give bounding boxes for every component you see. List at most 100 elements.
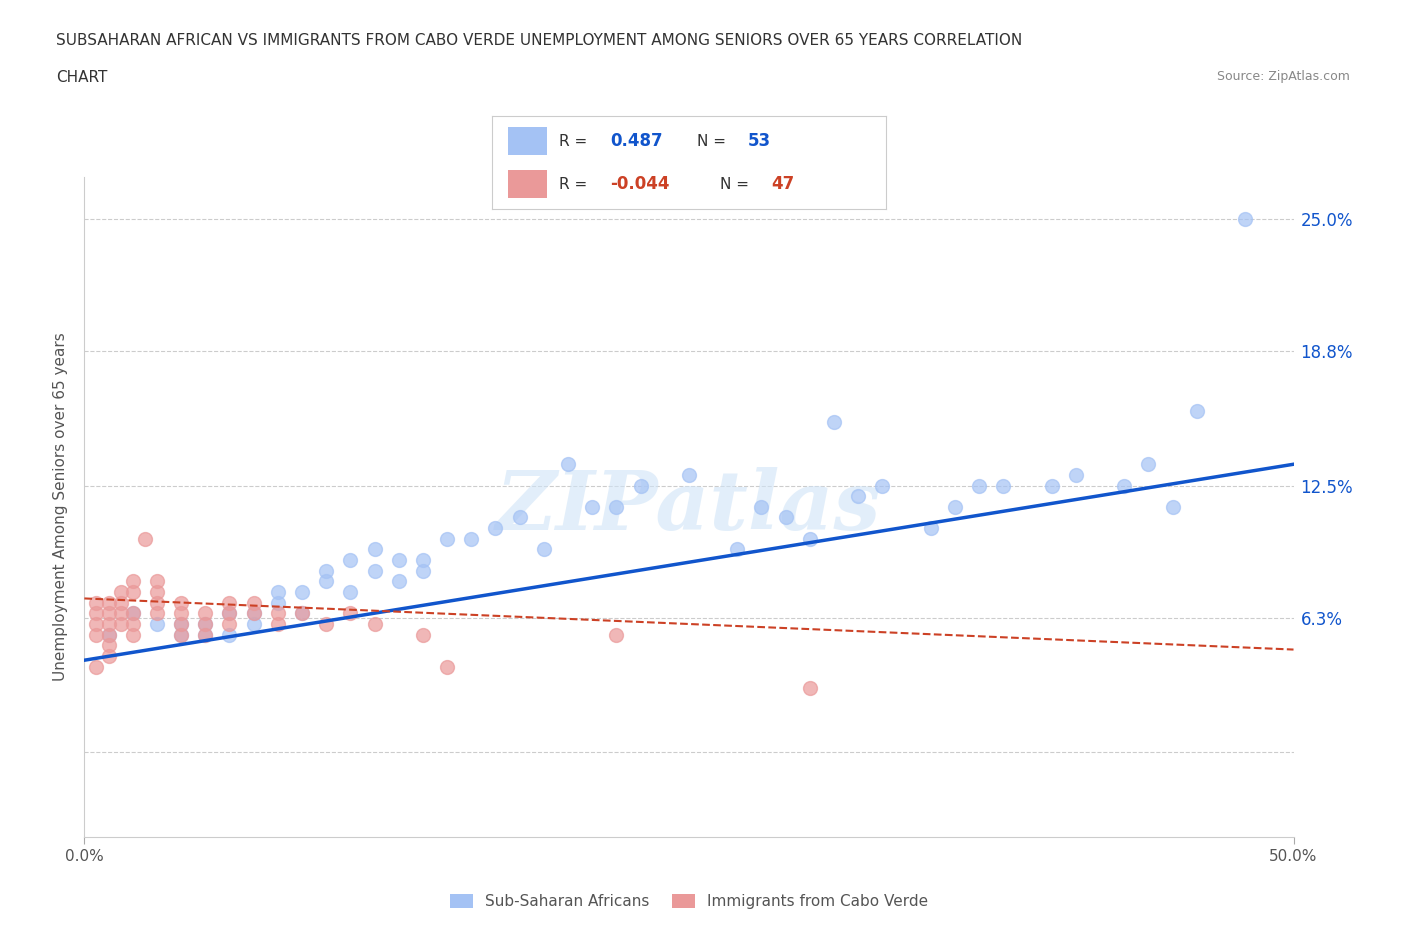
- Text: CHART: CHART: [56, 70, 108, 85]
- Point: [86, 627, 108, 642]
- Point: [846, 489, 869, 504]
- Point: [170, 617, 193, 631]
- Text: R =: R =: [560, 177, 588, 192]
- Point: [97, 617, 120, 631]
- Point: [110, 606, 132, 621]
- Text: N =: N =: [720, 177, 749, 192]
- Point: [97, 627, 120, 642]
- Point: [291, 606, 314, 621]
- Point: [97, 648, 120, 663]
- Point: [170, 595, 193, 610]
- Point: [218, 606, 240, 621]
- Point: [86, 659, 108, 674]
- Point: [121, 606, 143, 621]
- Point: [291, 606, 314, 621]
- Point: [121, 627, 143, 642]
- Point: [97, 606, 120, 621]
- Point: [1064, 468, 1087, 483]
- Text: 47: 47: [772, 175, 794, 193]
- Point: [267, 617, 290, 631]
- Point: [194, 606, 217, 621]
- Point: [533, 542, 555, 557]
- Point: [605, 499, 627, 514]
- Point: [121, 606, 143, 621]
- Point: [146, 574, 169, 589]
- Point: [194, 627, 217, 642]
- Point: [436, 659, 458, 674]
- Text: Source: ZipAtlas.com: Source: ZipAtlas.com: [1216, 70, 1350, 83]
- Point: [315, 574, 337, 589]
- Point: [412, 564, 434, 578]
- Point: [509, 510, 531, 525]
- Point: [267, 595, 290, 610]
- Point: [412, 552, 434, 567]
- Point: [581, 499, 603, 514]
- Point: [630, 478, 652, 493]
- Point: [242, 606, 264, 621]
- Point: [412, 627, 434, 642]
- Point: [146, 617, 169, 631]
- Point: [751, 499, 773, 514]
- Point: [267, 606, 290, 621]
- Point: [170, 627, 193, 642]
- Point: [315, 617, 337, 631]
- Point: [339, 552, 361, 567]
- Point: [242, 617, 264, 631]
- Legend: Sub-Saharan Africans, Immigrants from Cabo Verde: Sub-Saharan Africans, Immigrants from Ca…: [443, 888, 935, 915]
- Point: [170, 617, 193, 631]
- Point: [194, 617, 217, 631]
- Point: [436, 531, 458, 546]
- Point: [388, 574, 411, 589]
- Point: [1137, 457, 1160, 472]
- Point: [194, 617, 217, 631]
- Text: SUBSAHARAN AFRICAN VS IMMIGRANTS FROM CABO VERDE UNEMPLOYMENT AMONG SENIORS OVER: SUBSAHARAN AFRICAN VS IMMIGRANTS FROM CA…: [56, 33, 1022, 47]
- Point: [110, 617, 132, 631]
- Text: R =: R =: [560, 134, 588, 149]
- Point: [86, 595, 108, 610]
- Point: [460, 531, 482, 546]
- Point: [121, 585, 143, 600]
- Point: [388, 552, 411, 567]
- Bar: [508, 170, 547, 198]
- Point: [363, 542, 385, 557]
- Point: [557, 457, 579, 472]
- Point: [799, 531, 821, 546]
- Point: [1040, 478, 1063, 493]
- Point: [242, 606, 264, 621]
- Point: [775, 510, 797, 525]
- Point: [315, 564, 337, 578]
- Point: [267, 585, 290, 600]
- Text: ZIPatlas: ZIPatlas: [496, 467, 882, 547]
- Bar: [508, 127, 547, 155]
- Point: [872, 478, 894, 493]
- Point: [146, 606, 169, 621]
- Point: [339, 606, 361, 621]
- Point: [121, 617, 143, 631]
- Point: [146, 595, 169, 610]
- Point: [218, 595, 240, 610]
- Point: [110, 595, 132, 610]
- Point: [920, 521, 942, 536]
- Point: [194, 627, 217, 642]
- Point: [121, 574, 143, 589]
- Point: [943, 499, 966, 514]
- Point: [823, 414, 845, 429]
- Point: [967, 478, 990, 493]
- Point: [1114, 478, 1136, 493]
- Point: [363, 617, 385, 631]
- Point: [97, 627, 120, 642]
- Point: [484, 521, 506, 536]
- Text: 0.487: 0.487: [610, 132, 662, 151]
- Point: [86, 617, 108, 631]
- Text: -0.044: -0.044: [610, 175, 669, 193]
- Point: [339, 585, 361, 600]
- Point: [1234, 212, 1257, 227]
- Point: [218, 627, 240, 642]
- Point: [605, 627, 627, 642]
- Text: 53: 53: [748, 132, 770, 151]
- Y-axis label: Unemployment Among Seniors over 65 years: Unemployment Among Seniors over 65 years: [53, 333, 69, 681]
- Point: [1185, 404, 1208, 418]
- Point: [146, 585, 169, 600]
- Point: [110, 585, 132, 600]
- Point: [678, 468, 700, 483]
